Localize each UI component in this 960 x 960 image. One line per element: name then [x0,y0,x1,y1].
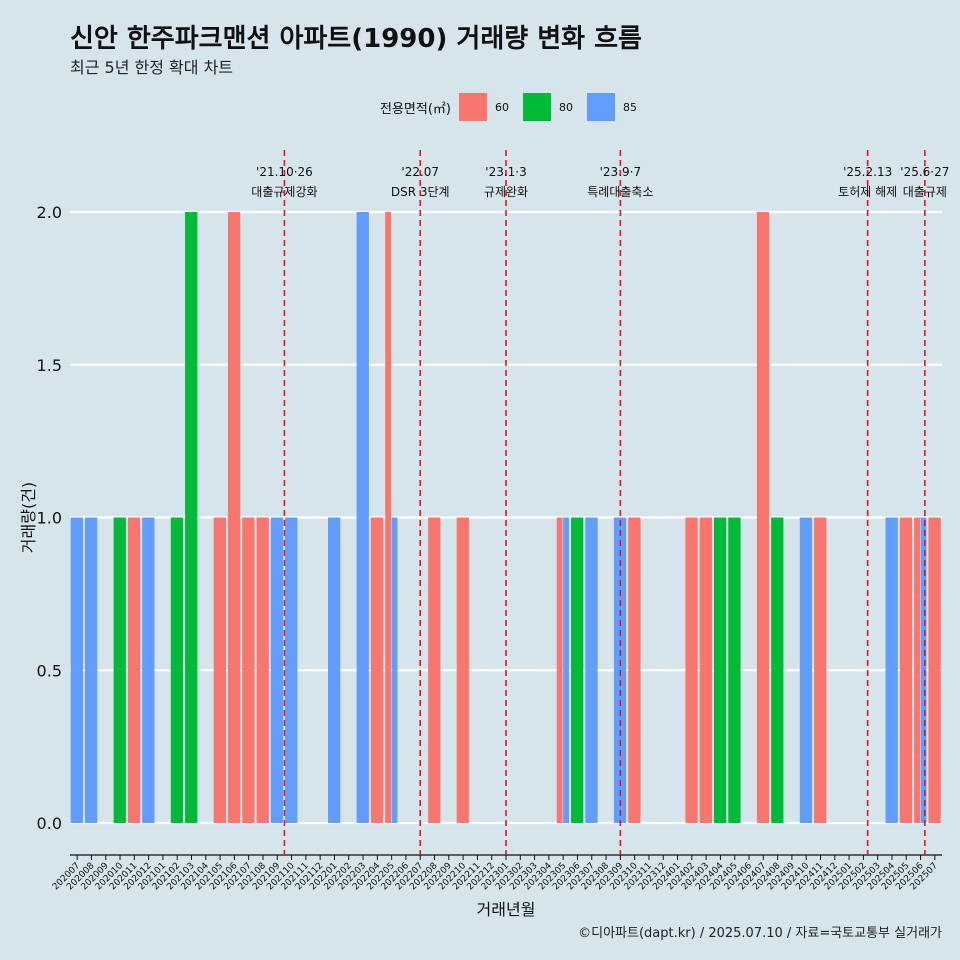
bar-60-202403 [699,517,712,823]
event-date: '25.2.13 [843,165,892,179]
bar-60-202407 [756,212,770,823]
bar-85-202504 [885,517,898,823]
event-label: 대출규제 [903,185,947,199]
event-date: '23.1·3 [485,165,526,179]
bar-80-202408 [771,517,784,823]
bar-85-202307 [585,517,598,823]
legend-label-80: 80 [558,100,573,114]
bar-80-202306 [571,517,584,823]
bar-85-202205 [391,517,398,823]
bar-60-202402 [685,517,698,823]
bar-80-202405 [728,517,741,823]
y-tick-label: 1.0 [37,509,62,528]
bar-60-202204 [370,517,384,823]
bar-85-202201 [328,517,341,823]
bar-60-202106 [227,212,241,823]
y-tick-label: 1.5 [37,356,62,375]
legend-swatch-80 [522,93,551,121]
bar-80-202404 [713,517,727,823]
bar-80-202010 [113,517,126,823]
bar-80-202102 [170,517,184,823]
y-tick-label: 0.5 [37,661,62,680]
event-date: '25.6·27 [900,165,949,179]
bar-85-202008 [85,517,98,823]
bar-60-202108 [256,517,269,823]
bar-85-202506 [920,517,927,823]
event-date: '22.07 [401,165,439,179]
event-label: 토허제 해제 [838,185,897,199]
bar-85-202410 [799,517,813,823]
bar-60-202011 [127,517,141,823]
bar-85-202203 [356,212,369,823]
bar-80-202103 [185,212,198,823]
bar-60-202411 [814,517,827,823]
bar-85-202007 [70,517,83,823]
legend-label-85: 85 [622,100,637,114]
event-date: '23.9·7 [600,165,641,179]
event-label: 대출규제강화 [251,185,317,199]
bar-60-202505 [899,517,913,823]
chart-title: 신안 한주파크맨션 아파트(1990) 거래량 변화 흐름 [70,24,642,54]
legend: 전용면적(㎡) 60 80 85 [380,92,651,122]
event-label: 특례대출축소 [587,185,653,199]
legend-title: 전용면적(㎡) [380,101,451,117]
bar-60-202105 [213,517,226,823]
bar-60-202107 [242,517,255,823]
event-label: 규제완화 [484,185,528,199]
bar-85-202012 [142,517,155,823]
y-axis-title: 거래량(건) [19,482,38,553]
bar-60-202507 [928,517,941,823]
bar-60-202310 [628,517,641,823]
bar-60-202506 [914,517,920,823]
bar-60-202205 [385,212,392,823]
bar-85-202305 [563,517,570,823]
bar-60-202210 [456,517,469,823]
x-axis-title: 거래년월 [477,900,536,919]
source-caption: ©디아파트(dapt.kr) / 2025.07.10 / 자료=국토교통부 실… [578,926,942,941]
bar-85-202109 [270,517,284,823]
y-tick-label: 2.0 [37,203,62,222]
event-label: DSR 3단계 [391,185,450,199]
y-tick-label: 0.0 [37,814,62,833]
bar-60-202305 [556,517,563,823]
chart-subtitle: 최근 5년 한정 확대 차트 [70,58,234,77]
bar-85-202110 [285,517,298,823]
event-date: '21.10·26 [256,165,313,179]
legend-swatch-60 [458,93,487,121]
bar-60-202208 [428,517,441,823]
legend-label-60: 60 [494,100,509,114]
legend-swatch-85 [586,93,615,121]
